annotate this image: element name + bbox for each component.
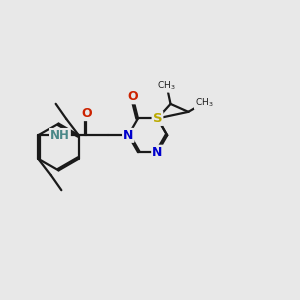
Text: O: O <box>81 107 92 120</box>
Text: N: N <box>152 146 163 159</box>
Text: NH: NH <box>50 129 70 142</box>
Text: O: O <box>127 90 138 103</box>
Text: N: N <box>123 129 134 142</box>
Text: N: N <box>152 146 163 159</box>
Text: S: S <box>153 112 162 125</box>
Text: S: S <box>153 112 162 125</box>
Text: CH$_3$: CH$_3$ <box>158 80 176 92</box>
Text: O: O <box>127 90 138 103</box>
Text: NH: NH <box>50 129 70 142</box>
Text: O: O <box>81 107 92 120</box>
Text: CH$_3$: CH$_3$ <box>195 97 213 109</box>
Text: N: N <box>123 129 134 142</box>
